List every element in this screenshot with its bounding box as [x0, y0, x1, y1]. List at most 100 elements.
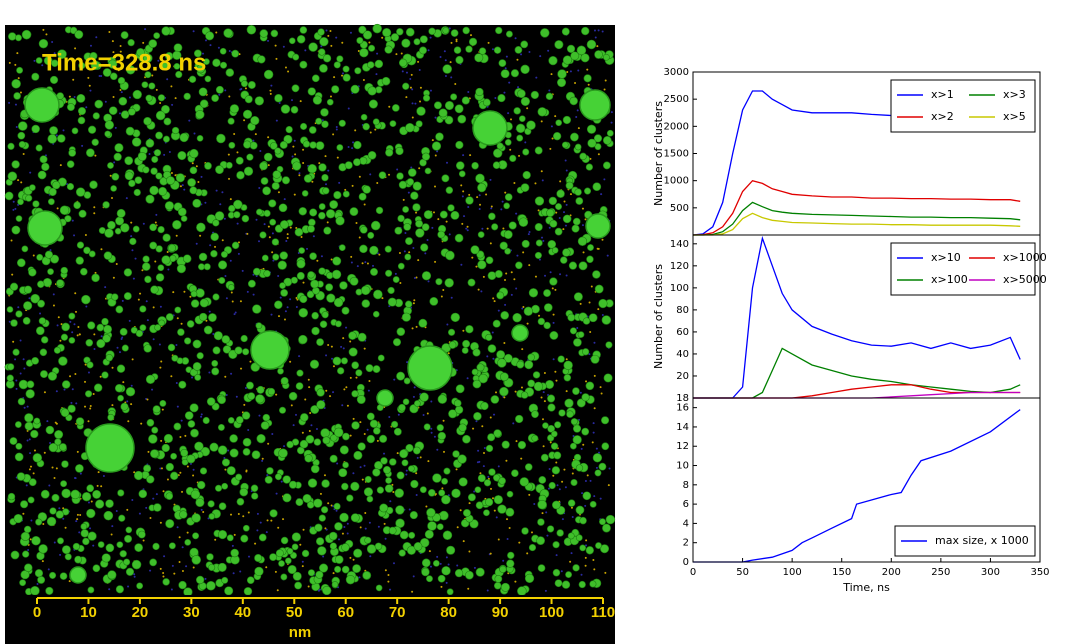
particle: [211, 250, 218, 257]
particle: [237, 171, 245, 179]
particle: [196, 498, 204, 506]
dot: [147, 319, 149, 321]
particle: [448, 205, 455, 212]
dot: [428, 280, 430, 282]
dot: [296, 306, 298, 308]
dot: [543, 391, 545, 393]
particle: [237, 498, 244, 505]
dot: [298, 172, 300, 174]
particle: [495, 575, 502, 582]
particle: [259, 534, 266, 541]
dot: [409, 78, 411, 80]
particle: [300, 295, 307, 302]
particle: [349, 332, 357, 340]
dot: [111, 534, 113, 536]
particle: [558, 356, 565, 363]
dot: [541, 237, 543, 239]
particle: [132, 560, 141, 569]
dot: [329, 395, 331, 397]
particle: [146, 375, 155, 384]
particle: [32, 357, 39, 364]
particle: [443, 27, 449, 33]
dot: [301, 236, 303, 238]
particle: [316, 118, 322, 124]
particle: [255, 567, 264, 576]
particle: [280, 252, 288, 260]
particle: [466, 46, 473, 53]
particle: [517, 361, 524, 368]
dot: [430, 566, 432, 568]
particle: [468, 279, 475, 286]
x-axis-label: nm: [289, 624, 312, 641]
dot: [446, 221, 448, 223]
particle: [26, 389, 35, 398]
particle: [424, 210, 432, 218]
dot: [224, 275, 226, 277]
dot: [389, 500, 391, 502]
dot: [267, 136, 269, 138]
dot: [73, 323, 75, 325]
particle: [228, 205, 235, 212]
dot: [596, 467, 598, 469]
dot: [543, 445, 545, 447]
particle: [385, 270, 392, 277]
dot: [142, 42, 144, 44]
dot: [467, 229, 469, 231]
particle: [573, 435, 582, 444]
dot: [448, 352, 450, 354]
particle: [581, 27, 589, 35]
particle: [353, 158, 360, 165]
dot: [283, 445, 285, 447]
particle: [399, 550, 406, 557]
particle: [423, 95, 430, 102]
particle: [18, 122, 27, 131]
particle: [321, 506, 328, 513]
particle: [319, 515, 326, 522]
dot: [359, 176, 361, 178]
particle: [260, 162, 268, 170]
dot: [159, 367, 161, 369]
dot: [98, 471, 100, 473]
particle: [193, 362, 201, 370]
dot: [97, 485, 99, 487]
particle: [170, 255, 177, 262]
dot: [389, 589, 391, 591]
particle: [316, 338, 323, 345]
dot: [336, 126, 338, 128]
dot: [420, 456, 422, 458]
particle: [50, 76, 58, 84]
particle: [579, 262, 587, 270]
dot: [460, 264, 462, 266]
particle: [134, 189, 141, 196]
dot: [232, 300, 234, 302]
dot: [582, 224, 584, 226]
particle: [528, 380, 535, 387]
dot: [467, 226, 469, 228]
particle: [169, 543, 175, 549]
x-tick-label: 100: [539, 604, 564, 621]
dot: [492, 297, 494, 299]
dot: [182, 184, 184, 186]
particle: [34, 418, 40, 424]
y-tick-label: 16: [676, 403, 689, 414]
dot: [177, 406, 179, 408]
particle: [104, 325, 112, 333]
particle: [408, 466, 414, 472]
particle: [546, 93, 553, 100]
particle: [488, 272, 496, 280]
particle: [578, 237, 587, 246]
particle: [438, 395, 447, 404]
particle: [584, 188, 590, 194]
particle: [550, 220, 557, 227]
particle: [215, 166, 223, 174]
x-tick-label: 350: [1030, 567, 1049, 578]
particle: [544, 322, 551, 329]
dot: [243, 119, 245, 121]
particle: [528, 354, 535, 361]
particle: [422, 224, 429, 231]
particle: [292, 544, 298, 550]
dot: [16, 126, 18, 128]
dot: [529, 231, 531, 233]
particle: [285, 558, 291, 564]
particle: [82, 492, 91, 501]
